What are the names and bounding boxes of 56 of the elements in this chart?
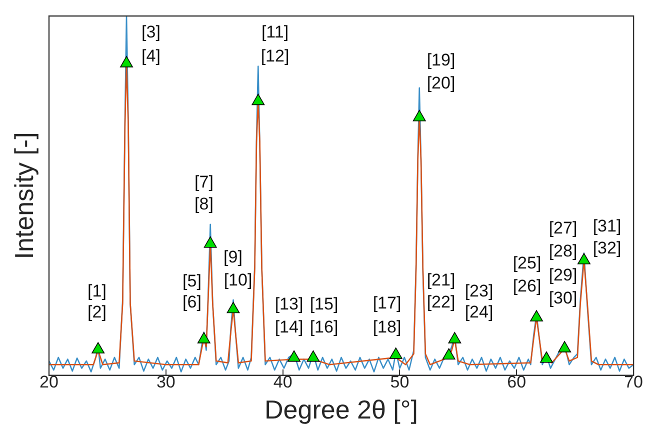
point — [558, 341, 572, 352]
annotation: [14] — [274, 318, 304, 337]
annotation: [20] — [426, 74, 456, 93]
x-tick-label: 60 — [507, 372, 526, 392]
annotation: [32] — [592, 238, 622, 258]
point — [412, 110, 426, 122]
annotation: [29] — [548, 266, 578, 285]
x-tick-label: 40 — [273, 372, 292, 392]
annotation: [2] — [88, 302, 106, 322]
point — [530, 310, 543, 322]
point — [306, 350, 320, 362]
annotation: [27] — [548, 218, 578, 238]
annotation: [4] — [142, 46, 160, 66]
annotation: [5] — [182, 272, 202, 291]
annotation: [30] — [548, 288, 578, 308]
annotation: [8] — [194, 194, 214, 214]
annotation: [10] — [224, 270, 252, 290]
annotation: [11] — [261, 22, 289, 42]
point — [288, 350, 301, 362]
annotation: [7] — [194, 172, 214, 192]
annotation: [28] — [548, 242, 578, 261]
point — [578, 252, 590, 264]
annotation: [9] — [224, 248, 242, 267]
point — [252, 94, 265, 106]
x-tick-label: 70 — [624, 372, 644, 392]
annotation: [19] — [426, 50, 456, 70]
point — [389, 348, 402, 359]
y-axis-title: Intensity [-] — [9, 132, 40, 260]
annotation: [23] — [464, 282, 494, 301]
annotation: [31] — [592, 216, 622, 236]
annotation: [25] — [512, 254, 542, 273]
annotation: [3] — [142, 22, 160, 42]
annotation: [1] — [88, 282, 106, 301]
point — [120, 56, 133, 68]
point — [92, 342, 105, 354]
point — [442, 348, 456, 360]
annotation: [24] — [464, 302, 494, 322]
annotation: [22] — [426, 292, 456, 312]
annotation: [13] — [274, 294, 304, 314]
annotation: [16] — [310, 318, 338, 337]
annotation: [12] — [260, 46, 290, 66]
annotation: [21] — [426, 270, 456, 290]
annotation: [17] — [372, 294, 402, 313]
x-axis-title: Degree 2θ [°] — [264, 394, 418, 425]
annotation: [26] — [512, 276, 542, 296]
point — [204, 236, 217, 248]
point — [226, 302, 240, 314]
annotation: [15] — [310, 294, 338, 314]
x-tick-label: 30 — [156, 372, 176, 392]
x-tick-label: 20 — [40, 372, 58, 392]
point — [448, 332, 462, 344]
point — [197, 332, 210, 344]
point — [540, 351, 553, 363]
annotation: [6] — [182, 292, 202, 312]
x-tick-label: 50 — [390, 372, 410, 392]
annotation: [18] — [372, 318, 402, 337]
